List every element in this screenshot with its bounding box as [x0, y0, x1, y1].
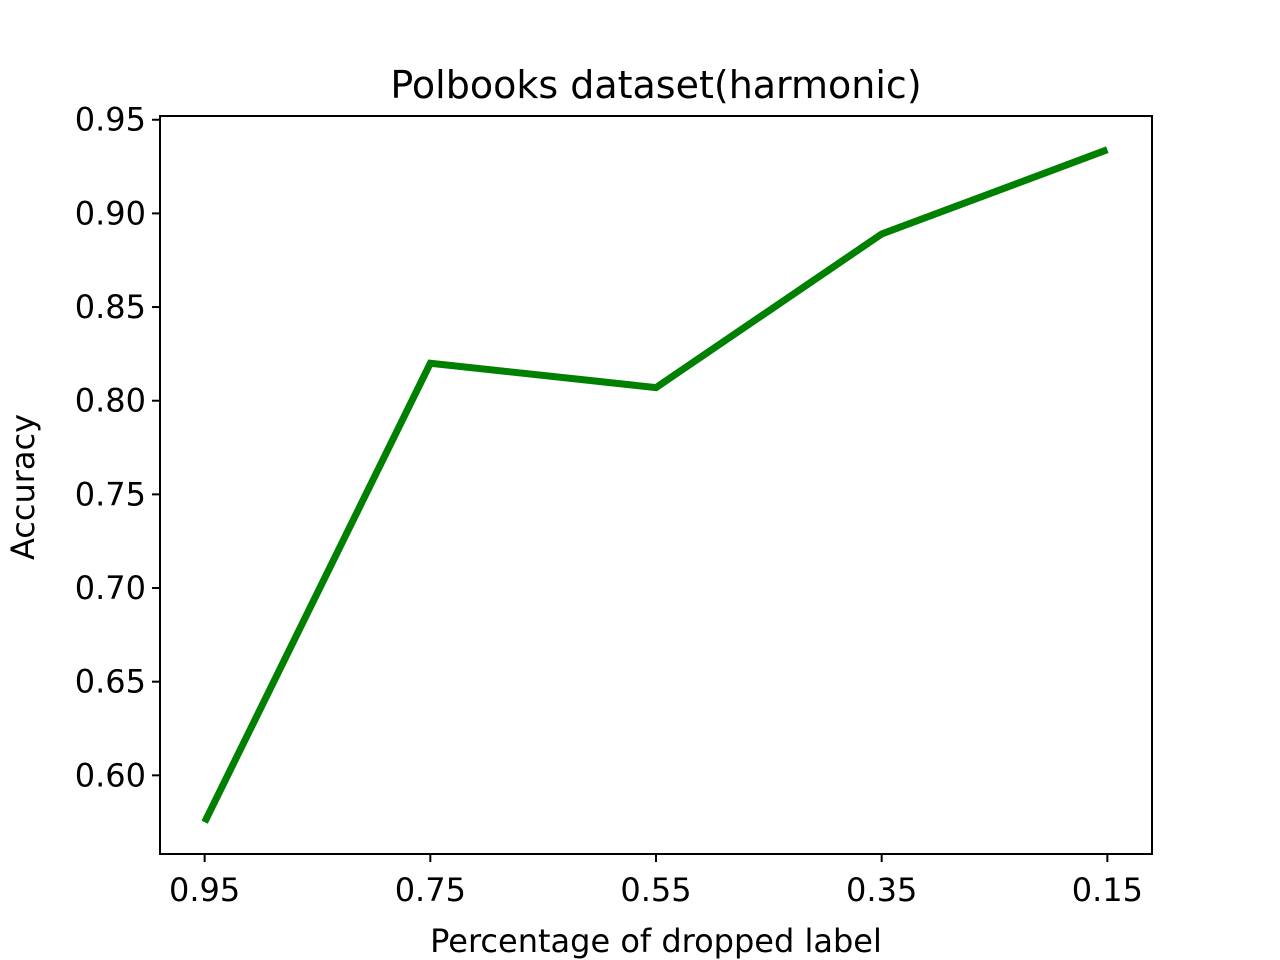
y-tick-label: 0.80 [75, 382, 146, 420]
y-tick-label: 0.60 [75, 756, 146, 794]
chart-title: Polbooks dataset(harmonic) [390, 63, 921, 107]
x-axis-ticks: 0.95 0.75 0.55 0.35 0.15 [169, 854, 1143, 909]
x-tick-label: 0.15 [1072, 871, 1143, 909]
y-tick-label: 0.85 [75, 288, 146, 326]
y-axis-ticks: 0.60 0.65 0.70 0.75 0.80 0.85 0.90 0.95 [75, 101, 160, 794]
y-tick-label: 0.95 [75, 101, 146, 139]
y-axis-label: Accuracy [4, 414, 42, 560]
x-tick-label: 0.55 [620, 871, 691, 909]
y-tick-label: 0.90 [75, 194, 146, 232]
y-tick-label: 0.75 [75, 475, 146, 513]
x-tick-label: 0.35 [846, 871, 917, 909]
x-axis-label: Percentage of dropped label [430, 922, 882, 960]
x-tick-label: 0.95 [169, 871, 240, 909]
y-tick-label: 0.70 [75, 569, 146, 607]
x-tick-label: 0.75 [395, 871, 466, 909]
series-line [201, 146, 1109, 824]
series-layer [201, 146, 1109, 824]
y-tick-label: 0.65 [75, 663, 146, 701]
plot-frame [159, 115, 1153, 855]
